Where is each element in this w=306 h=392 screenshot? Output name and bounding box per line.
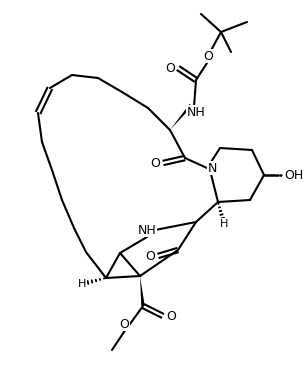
Text: NH: NH	[138, 223, 156, 236]
Text: OH: OH	[284, 169, 304, 181]
Text: O: O	[203, 49, 213, 62]
Text: O: O	[119, 318, 129, 330]
Text: O: O	[165, 62, 175, 74]
Text: H: H	[78, 279, 86, 289]
Text: H: H	[220, 219, 228, 229]
Text: O: O	[166, 310, 176, 323]
Polygon shape	[170, 104, 192, 130]
Polygon shape	[140, 276, 145, 306]
Text: O: O	[145, 249, 155, 263]
Text: NH: NH	[187, 105, 205, 118]
Text: O: O	[150, 156, 160, 169]
Text: N: N	[207, 162, 217, 174]
